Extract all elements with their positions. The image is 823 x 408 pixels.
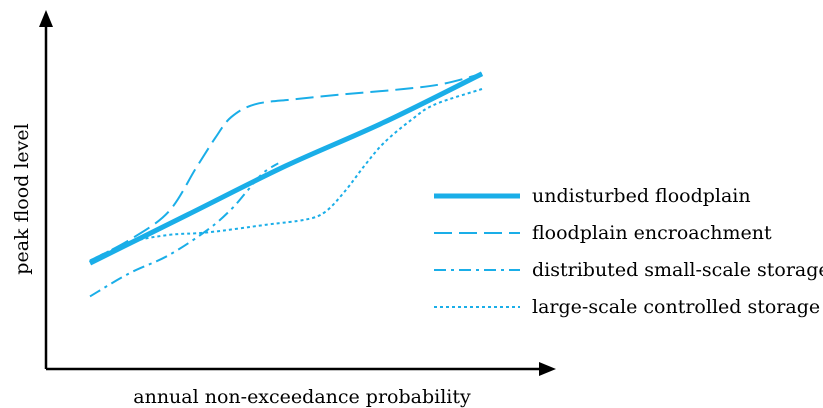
legend-label: large-scale controlled storage xyxy=(532,296,820,318)
legend-label: undisturbed floodplain xyxy=(532,185,751,207)
series-line-floodplain-encroachment xyxy=(89,72,483,262)
series-line-undisturbed-floodplain xyxy=(88,71,484,266)
legend: undisturbed floodplain floodplain encroac… xyxy=(434,185,823,318)
legend-item-undisturbed-floodplain: undisturbed floodplain xyxy=(434,185,751,207)
y-axis-title: peak flood level xyxy=(11,123,33,274)
plot-lines xyxy=(88,71,484,298)
legend-item-large-scale-controlled-storage: large-scale controlled storage xyxy=(434,296,820,318)
legend-label: floodplain encroachment xyxy=(532,222,772,244)
y-axis-arrowhead xyxy=(39,10,53,27)
legend-item-distributed-small-scale-storage: distributed small-scale storage xyxy=(434,259,823,281)
legend-item-floodplain-encroachment: floodplain encroachment xyxy=(434,222,772,244)
axes xyxy=(39,10,556,376)
series-line-distributed-small-scale-storage xyxy=(89,162,279,298)
legend-label: distributed small-scale storage xyxy=(532,259,823,281)
x-axis-arrowhead xyxy=(539,362,556,376)
x-axis-title: annual non-exceedance probability xyxy=(133,386,471,408)
series-line-large-scale-controlled-storage xyxy=(89,88,483,262)
